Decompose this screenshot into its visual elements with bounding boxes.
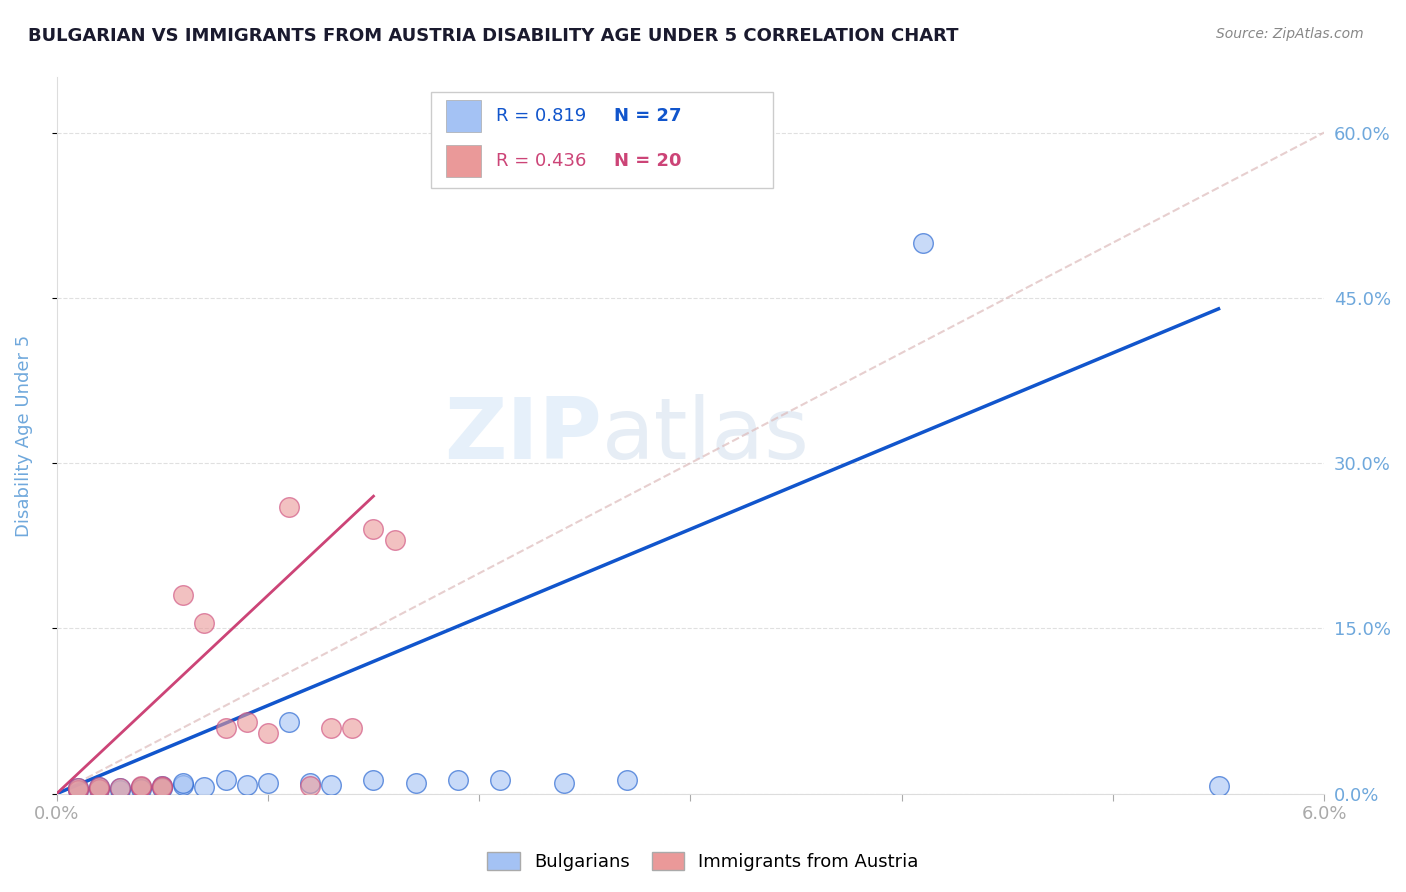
Point — [108, 781, 131, 796]
FancyBboxPatch shape — [430, 92, 773, 188]
Text: atlas: atlas — [602, 394, 810, 477]
Point — [257, 726, 280, 740]
Point — [129, 780, 152, 794]
Point — [363, 522, 385, 536]
Point — [66, 781, 89, 796]
Point — [235, 778, 257, 792]
Point — [616, 773, 638, 788]
Point — [384, 533, 406, 548]
Point — [911, 235, 934, 250]
Point — [1208, 779, 1230, 793]
Point — [66, 783, 89, 797]
Point — [363, 773, 385, 788]
Point — [172, 588, 194, 602]
Point — [87, 782, 110, 797]
Point — [321, 778, 343, 792]
Point — [342, 721, 364, 735]
Text: R = 0.819: R = 0.819 — [496, 107, 586, 125]
Point — [87, 780, 110, 794]
Point — [193, 780, 215, 794]
Point — [193, 615, 215, 630]
Point — [447, 773, 470, 788]
Point — [129, 779, 152, 793]
Text: N = 27: N = 27 — [614, 107, 682, 125]
Point — [108, 783, 131, 797]
Point — [66, 781, 89, 796]
Y-axis label: Disability Age Under 5: Disability Age Under 5 — [15, 334, 32, 537]
Text: Source: ZipAtlas.com: Source: ZipAtlas.com — [1216, 27, 1364, 41]
Point — [405, 775, 427, 789]
Point — [66, 783, 89, 797]
Point — [108, 781, 131, 796]
Legend: Bulgarians, Immigrants from Austria: Bulgarians, Immigrants from Austria — [479, 846, 927, 879]
Point — [553, 775, 575, 789]
Point — [489, 773, 512, 788]
Point — [172, 775, 194, 789]
Point — [278, 714, 301, 729]
Point — [129, 782, 152, 797]
FancyBboxPatch shape — [446, 145, 481, 177]
Text: BULGARIAN VS IMMIGRANTS FROM AUSTRIA DISABILITY AGE UNDER 5 CORRELATION CHART: BULGARIAN VS IMMIGRANTS FROM AUSTRIA DIS… — [28, 27, 959, 45]
Point — [235, 714, 257, 729]
Text: R = 0.436: R = 0.436 — [496, 152, 586, 169]
Point — [150, 779, 173, 793]
Point — [299, 779, 322, 793]
Text: ZIP: ZIP — [444, 394, 602, 477]
Point — [129, 780, 152, 794]
Point — [150, 780, 173, 794]
Point — [214, 773, 236, 788]
Point — [299, 775, 322, 789]
Point — [214, 721, 236, 735]
Point — [150, 781, 173, 796]
FancyBboxPatch shape — [446, 100, 481, 132]
Point — [87, 780, 110, 794]
Text: N = 20: N = 20 — [614, 152, 682, 169]
Point — [257, 775, 280, 789]
Point — [150, 779, 173, 793]
Point — [87, 782, 110, 797]
Point — [172, 778, 194, 792]
Point — [321, 721, 343, 735]
Point — [278, 500, 301, 515]
